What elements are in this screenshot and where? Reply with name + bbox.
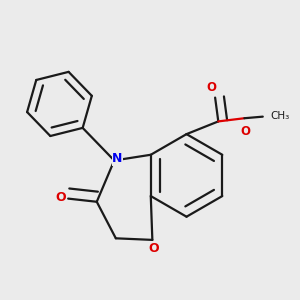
Text: CH₃: CH₃ [271,111,290,121]
Text: N: N [112,152,123,165]
Text: O: O [206,81,216,94]
Text: O: O [148,242,159,255]
Text: O: O [240,125,250,138]
Text: O: O [56,190,67,203]
